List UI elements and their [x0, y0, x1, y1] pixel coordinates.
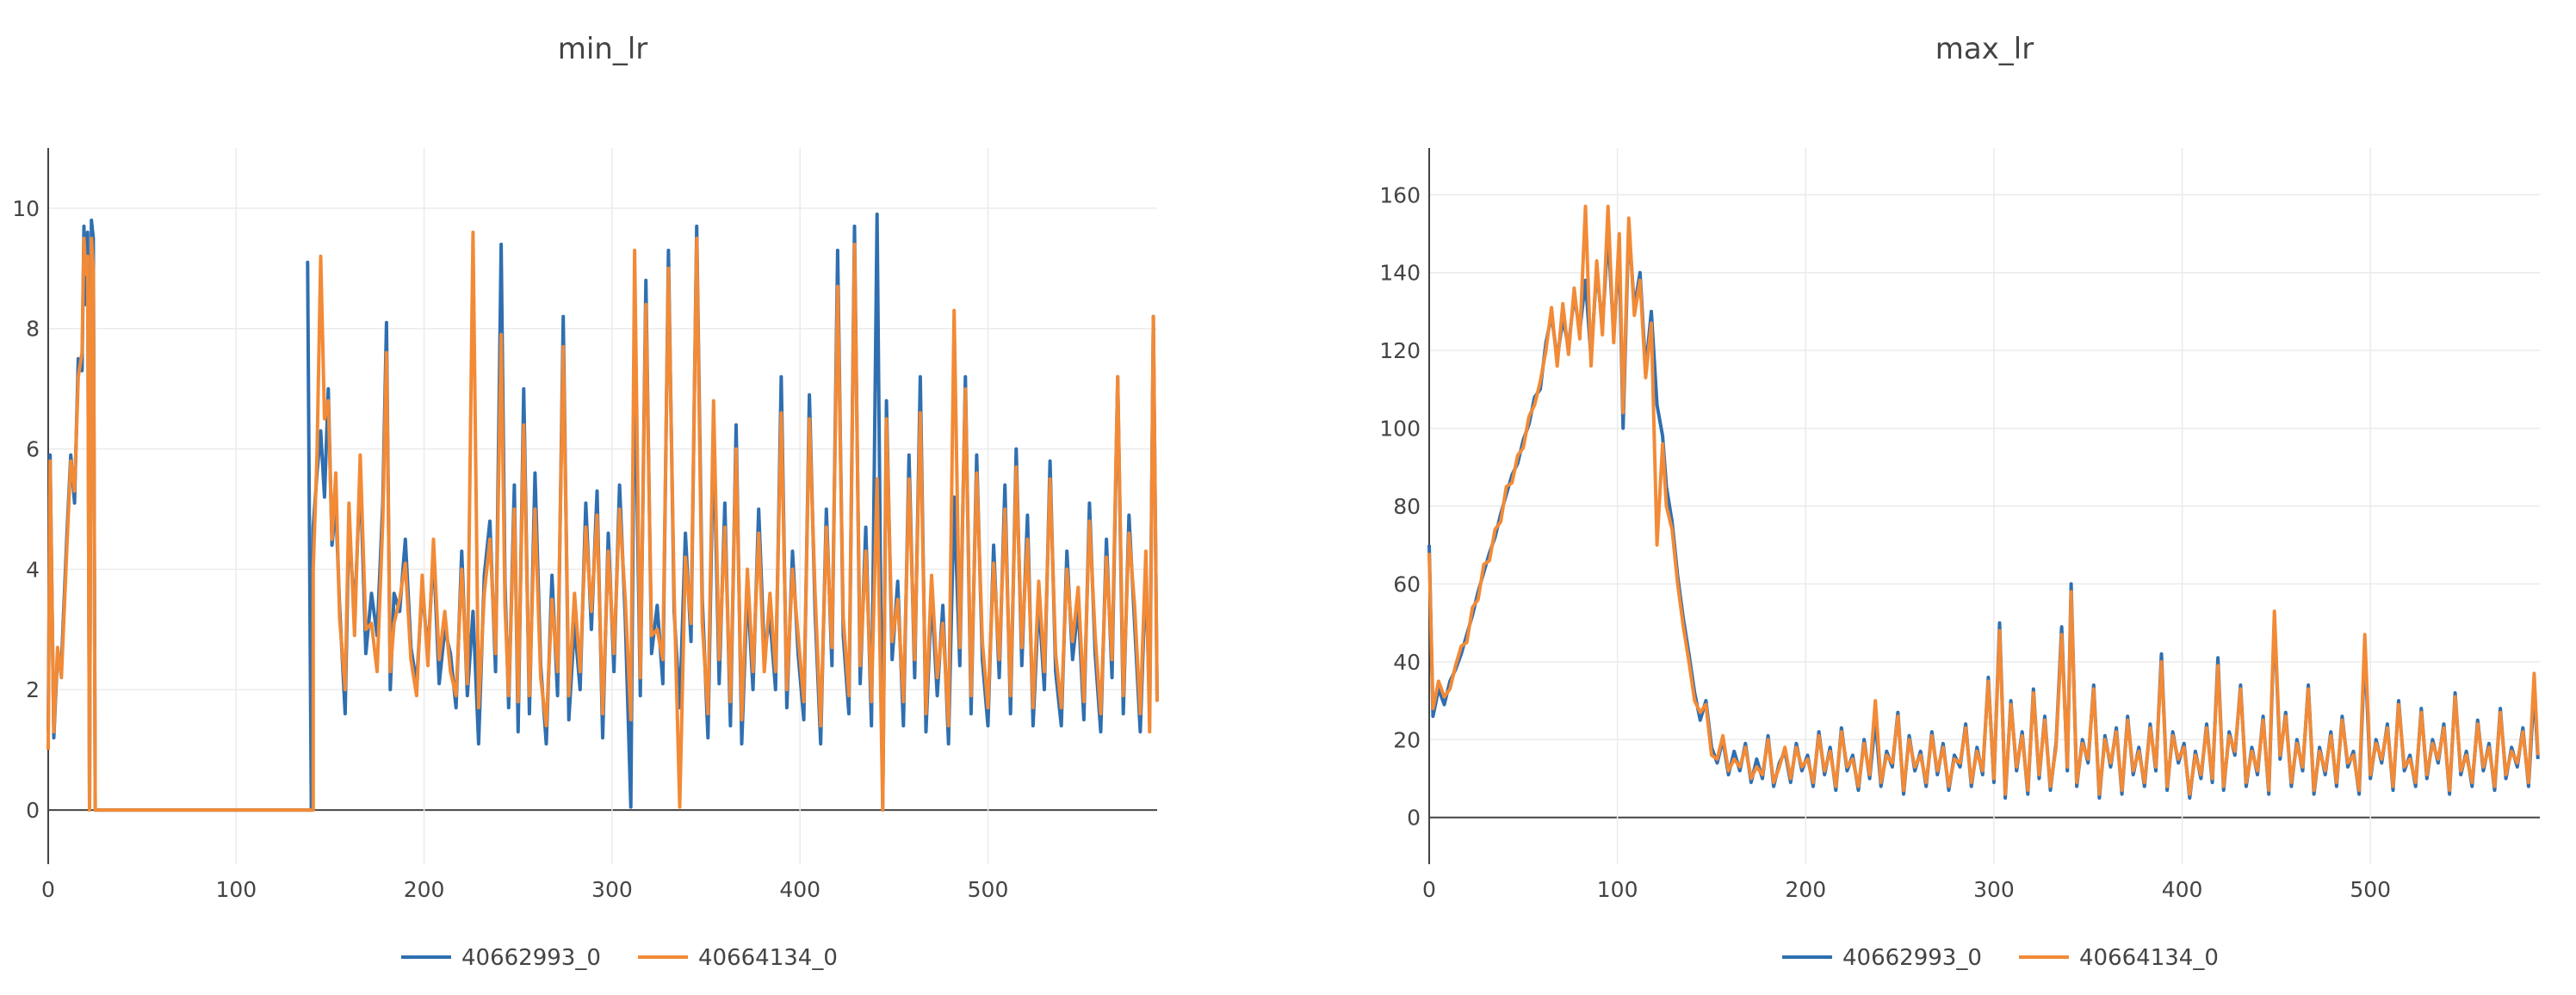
series-line-40662993_0	[46, 212, 1159, 813]
y-tick-label: 6	[26, 437, 40, 462]
x-tick-label: 100	[215, 877, 257, 902]
legend-label: 40662993_0	[1842, 945, 1982, 971]
series-line-40664134_0	[1427, 204, 2540, 796]
x-tick-label: 300	[1973, 877, 2015, 902]
x-tick-label: 200	[1785, 877, 1826, 902]
legend-label: 40664134_0	[698, 945, 838, 971]
y-tick-label: 0	[26, 798, 40, 823]
x-tick-label: 500	[968, 877, 1009, 902]
x-tick-label: 0	[1422, 877, 1436, 902]
x-tick-label: 300	[591, 877, 633, 902]
y-tick-label: 40	[1393, 650, 1421, 675]
x-tick-label: 400	[2162, 877, 2203, 902]
x-tick-label: 500	[2350, 877, 2391, 902]
y-tick-label: 2	[26, 677, 40, 702]
y-tick-label: 60	[1393, 572, 1421, 596]
x-tick-label: 200	[404, 877, 445, 902]
chart-max_lr: max_lr 0 20 40 60 80 100 120 140 160 0 100 200 300 400…	[1379, 32, 2540, 971]
chart-title: min_lr	[558, 32, 648, 66]
chart-title: max_lr	[1935, 32, 2034, 66]
y-tick-label: 0	[1407, 806, 1421, 831]
y-tick-label: 120	[1379, 338, 1421, 363]
y-tick-label: 160	[1379, 182, 1421, 207]
y-tick-label: 10	[12, 196, 40, 221]
legend-label: 40662993_0	[461, 945, 601, 971]
y-tick-label: 8	[26, 317, 40, 342]
series-line-40664134_0	[46, 230, 1159, 813]
x-tick-label: 0	[41, 877, 55, 902]
y-tick-label: 140	[1379, 261, 1421, 286]
y-tick-label: 20	[1393, 727, 1421, 752]
legend-label: 40664134_0	[2079, 945, 2219, 971]
x-tick-label: 100	[1597, 877, 1638, 902]
x-tick-label: 400	[779, 877, 820, 902]
y-tick-label: 80	[1393, 494, 1421, 519]
y-tick-label: 100	[1379, 417, 1421, 442]
y-tick-label: 4	[26, 557, 40, 582]
